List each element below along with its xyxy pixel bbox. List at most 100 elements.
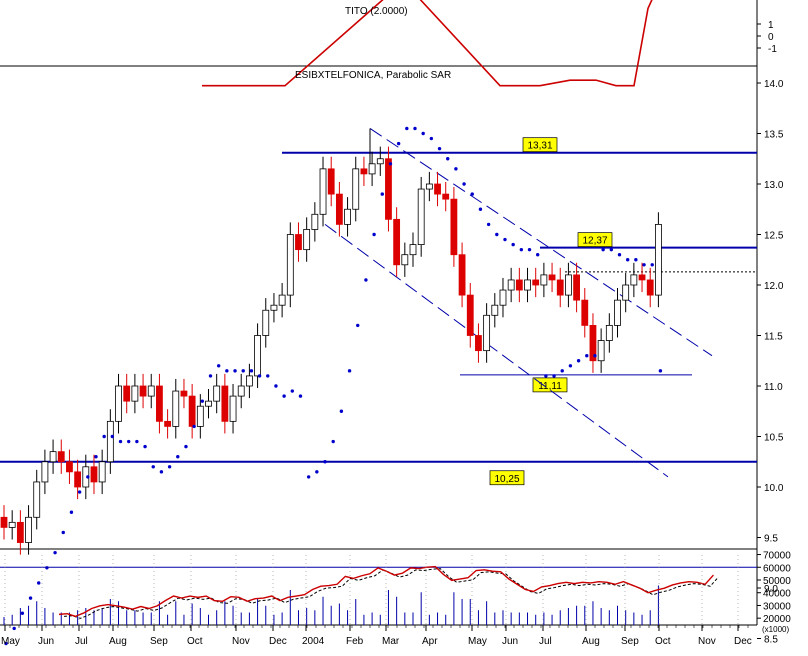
x-tick-label: Oct <box>187 636 203 647</box>
sar-point <box>233 369 237 373</box>
sar-point <box>102 434 106 439</box>
candle-body <box>295 234 302 251</box>
price-tick-label: 14.0 <box>764 79 784 90</box>
sar-point <box>625 258 630 262</box>
price-tick-label: 9.0 <box>764 584 778 595</box>
candle-body <box>630 274 638 286</box>
sar-point <box>503 237 507 242</box>
level-label-box <box>489 470 525 486</box>
sar-point <box>634 258 638 262</box>
sar-point <box>192 424 196 429</box>
x-tick-label: Nov <box>232 636 250 647</box>
candle-body <box>573 274 580 301</box>
candle-body <box>368 163 376 175</box>
candle-body <box>221 385 229 422</box>
volume-unit-label: (x1000) <box>762 625 789 634</box>
price-tick-label: 12.5 <box>764 231 784 242</box>
candle-body <box>417 188 425 246</box>
sar-point <box>593 354 597 358</box>
sar-point <box>552 374 556 378</box>
candle-body <box>131 385 139 402</box>
candle-body <box>106 420 114 463</box>
candle-body <box>213 385 221 402</box>
sar-point <box>601 247 605 252</box>
volume-tick-label: 50000 <box>763 576 791 587</box>
trendline-lower <box>324 223 669 478</box>
sar-point <box>323 460 327 464</box>
sar-point <box>306 475 311 479</box>
sar-point <box>527 247 532 252</box>
sar-point <box>511 242 515 247</box>
candle-body <box>605 324 613 341</box>
sar-point <box>568 364 573 368</box>
sar-point <box>290 389 294 393</box>
candle-body <box>589 324 597 362</box>
candle-body <box>49 451 57 463</box>
sar-point <box>495 232 499 237</box>
level-label-box <box>532 377 568 393</box>
x-tick-label: Jul <box>539 636 552 647</box>
sar-point <box>413 126 417 131</box>
sar-point <box>151 465 155 469</box>
candle-body <box>614 299 621 326</box>
x-tick-label: Dec <box>269 636 287 647</box>
sar-point <box>159 470 164 474</box>
indicator-tick-label: 1 <box>768 20 774 31</box>
indicator-tick-label: -1 <box>768 44 777 55</box>
sar-point <box>356 323 360 328</box>
sar-point <box>176 455 180 459</box>
sar-point <box>372 232 376 237</box>
candle-body <box>532 279 540 286</box>
x-tick-label: Sep <box>150 636 168 647</box>
candle-body <box>466 294 474 336</box>
candle-body <box>507 279 515 291</box>
x-tick-label: May <box>1 636 20 647</box>
sar-point <box>4 641 8 646</box>
sar-point <box>544 374 548 378</box>
sar-point <box>642 263 646 267</box>
sar-point <box>167 465 172 469</box>
candle-body <box>41 461 49 483</box>
x-tick-label: Sep <box>621 636 639 647</box>
candle-body <box>475 335 482 352</box>
volume-tick-label: 20000 <box>763 614 791 625</box>
candle-body <box>278 294 286 306</box>
candle-body <box>262 309 270 336</box>
sar-point <box>61 530 65 535</box>
sar-point <box>339 409 344 413</box>
candle-body <box>622 284 630 301</box>
candle-body <box>237 385 245 397</box>
candle-body <box>434 183 441 195</box>
sar-point <box>388 162 393 166</box>
candle-body <box>352 168 360 210</box>
sar-point <box>617 253 622 257</box>
candle-body <box>0 516 8 528</box>
sar-point <box>127 439 131 444</box>
sar-point <box>380 192 384 196</box>
x-tick-label: Jun <box>502 636 518 647</box>
x-tick-label: Oct <box>655 636 671 647</box>
price-tick-label: 13.5 <box>764 130 784 141</box>
candle-body <box>327 168 335 195</box>
indicator-panel: 10-1 <box>202 0 777 87</box>
sar-point <box>470 192 474 196</box>
sar-point <box>266 374 270 378</box>
sar-point <box>585 354 589 358</box>
candle-body <box>655 223 662 296</box>
candle-body <box>597 340 605 362</box>
volume-tick-label: 30000 <box>763 601 791 612</box>
price-panel: 14.0 13.5 13.0 12.5 12.0 11.5 11.0 10.5 10.0 9.5 9… <box>0 79 784 646</box>
price-tick-label: 13.0 <box>764 180 784 191</box>
candle-body <box>229 395 237 422</box>
sar-point <box>315 470 319 474</box>
candle-body <box>344 208 351 225</box>
sar-point <box>257 374 262 378</box>
candle-body <box>57 451 65 463</box>
sar-point <box>519 247 524 252</box>
x-tick-label: Aug <box>109 636 127 647</box>
candle-body <box>548 274 556 281</box>
candle-body <box>385 158 392 220</box>
sar-point <box>560 369 564 373</box>
